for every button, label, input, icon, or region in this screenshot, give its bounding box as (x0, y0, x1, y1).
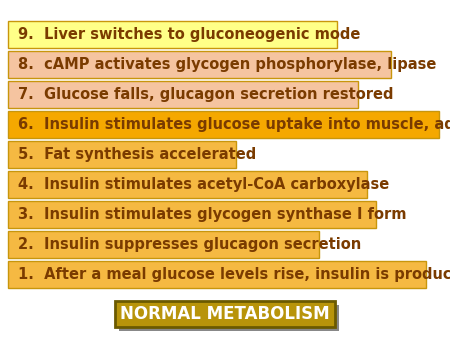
Text: 1.  After a meal glucose levels rise, insulin is produced: 1. After a meal glucose levels rise, ins… (18, 267, 450, 282)
Text: NORMAL METABOLISM: NORMAL METABOLISM (120, 305, 330, 323)
FancyBboxPatch shape (8, 111, 440, 138)
FancyBboxPatch shape (8, 231, 319, 258)
FancyBboxPatch shape (8, 171, 367, 198)
Text: 3.  Insulin stimulates glycogen synthase I form: 3. Insulin stimulates glycogen synthase … (18, 207, 406, 222)
Text: 2.  Insulin suppresses glucagon secretion: 2. Insulin suppresses glucagon secretion (18, 237, 361, 252)
FancyBboxPatch shape (119, 305, 339, 331)
FancyBboxPatch shape (8, 51, 391, 78)
Text: 8.  cAMP activates glycogen phosphorylase, lipase: 8. cAMP activates glycogen phosphorylase… (18, 57, 436, 72)
Text: 7.  Glucose falls, glucagon secretion restored: 7. Glucose falls, glucagon secretion res… (18, 87, 393, 102)
Text: 4.  Insulin stimulates acetyl-CoA carboxylase: 4. Insulin stimulates acetyl-CoA carboxy… (18, 177, 389, 192)
FancyBboxPatch shape (8, 141, 236, 168)
FancyBboxPatch shape (8, 21, 337, 48)
FancyBboxPatch shape (8, 261, 426, 288)
FancyBboxPatch shape (8, 201, 376, 228)
Text: 6.  Insulin stimulates glucose uptake into muscle, adipose: 6. Insulin stimulates glucose uptake int… (18, 117, 450, 132)
FancyBboxPatch shape (115, 301, 335, 327)
Text: 9.  Liver switches to gluconeogenic mode: 9. Liver switches to gluconeogenic mode (18, 27, 360, 42)
FancyBboxPatch shape (8, 81, 358, 108)
Text: 5.  Fat synthesis accelerated: 5. Fat synthesis accelerated (18, 147, 256, 162)
